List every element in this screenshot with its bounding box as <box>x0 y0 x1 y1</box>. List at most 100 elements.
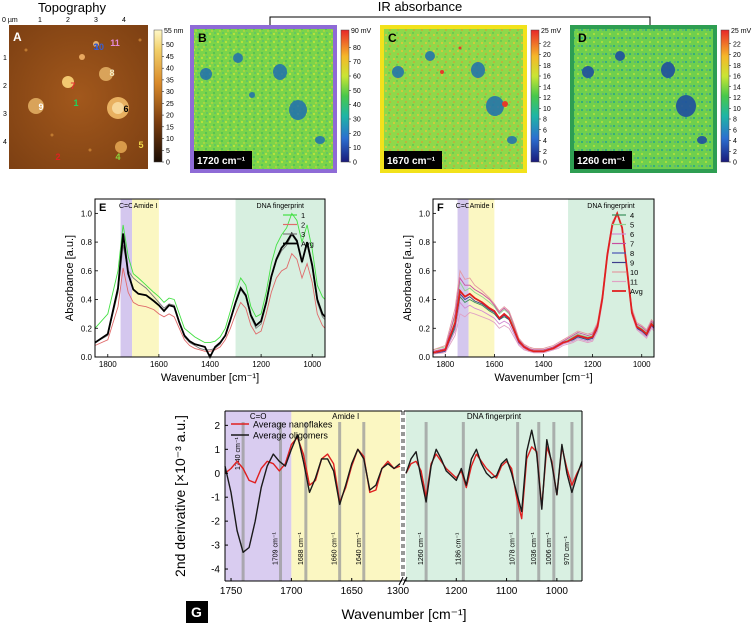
x-tick-label: 1200 <box>584 360 602 369</box>
colorbar-tick-label: 60 <box>353 74 361 81</box>
band-line-label: 1709 cm⁻¹ <box>273 531 280 565</box>
y-tick-label: 0.2 <box>81 324 93 333</box>
legend-label: 11 <box>630 278 638 287</box>
topography-point-label: 2 <box>55 152 60 162</box>
x-tick-label: 1700 <box>280 586 303 597</box>
topography-point-label: 6 <box>123 104 128 114</box>
x-tick-label: 1400 <box>201 360 219 369</box>
topo-y-ticks: 1 2 3 4 <box>3 55 7 146</box>
topography-point-label: 7 <box>70 81 75 91</box>
y-axis-label: 2nd derivative [×10⁻³ a.u.] <box>172 415 188 577</box>
legend-label: 2 <box>301 221 305 230</box>
legend-label: 6 <box>630 230 634 239</box>
series-line-left <box>224 436 401 503</box>
x-axis-label: Wavenumber [cm⁻¹] <box>341 606 466 622</box>
ir-map-C-hotspots <box>440 46 508 107</box>
colorbar-tick-label: 45 <box>166 54 174 61</box>
panel-letter-G: G <box>191 604 202 620</box>
colorbar-tick-label: 12 <box>543 95 551 102</box>
colorbar-tick-label: 20 <box>166 113 174 120</box>
band-line-label: 1036 cm⁻¹ <box>531 531 538 565</box>
topo-axis-zero: 0 µm <box>2 17 18 24</box>
band-line-label: 1660 cm⁻¹ <box>332 531 339 565</box>
ir-map-C-wavenumber: 1670 cm⁻¹ <box>387 156 436 167</box>
x-tick-label: 1400 <box>535 360 553 369</box>
y-axis-label: Absorbance [a.u.] <box>402 235 414 321</box>
colorbar-D-unit: 25 mV <box>731 28 752 35</box>
y-tick-label: 0.6 <box>81 267 93 276</box>
x-axis-label: Wavenumber [cm⁻¹] <box>494 372 592 384</box>
colorbar-tick-label: 25 <box>166 101 174 108</box>
x-tick-label: 1800 <box>99 360 117 369</box>
legend-label: 1 <box>301 211 305 220</box>
colorbar-tick-label: 20 <box>353 131 361 138</box>
band-line-label: 1078 cm⁻¹ <box>510 531 517 565</box>
y-tick-label: 1 <box>214 445 220 456</box>
x-tick-label: 1600 <box>150 360 168 369</box>
region-label: DNA fingerprint <box>467 412 522 421</box>
y-tick-label: 0.2 <box>419 324 431 333</box>
legend-label: 5 <box>630 221 634 230</box>
panel-letter-B: B <box>198 31 207 45</box>
y-tick-label: 0 <box>214 469 220 480</box>
y-tick-label: -4 <box>211 565 220 576</box>
panel-letter-C: C <box>388 31 397 45</box>
topography-point-label: 9 <box>38 102 43 112</box>
colorbar-tick-label: 12 <box>733 95 741 102</box>
x-tick-label: 1000 <box>633 360 651 369</box>
x-tick-label: 1100 <box>496 586 518 597</box>
legend-label: Average oligomers <box>253 431 328 441</box>
topography-title: Topography <box>38 0 106 15</box>
colorbar-tick-label: 0 <box>543 160 547 167</box>
y-tick-label: 0.6 <box>419 267 431 276</box>
y-tick-label: -2 <box>211 517 220 528</box>
y-tick-label: 0.8 <box>419 238 431 247</box>
colorbar-tick-label: 22 <box>543 41 551 48</box>
colorbar-tick-label: 50 <box>353 88 361 95</box>
legend-label: 10 <box>630 268 638 277</box>
region-label: DNA fingerprint <box>257 203 305 210</box>
ir-map-D-holes <box>582 51 707 144</box>
legend-label: Avg <box>301 240 314 249</box>
topo-x-ticks: 1 2 3 4 <box>38 17 126 24</box>
ir-map-D-label-bg <box>574 151 632 169</box>
colorbar-tick-label: 15 <box>166 124 174 131</box>
x-tick-label: 1000 <box>303 360 321 369</box>
band-line-label: 1688 cm⁻¹ <box>298 531 305 565</box>
colorbar-B <box>340 29 350 163</box>
colorbar-B-unit: 90 mV <box>351 28 372 35</box>
y-tick-label: -3 <box>211 541 220 552</box>
legend-label: 8 <box>630 249 634 258</box>
ir-map-C <box>384 29 523 169</box>
colorbar-tick-label: 6 <box>543 127 547 134</box>
colorbar-tick-label: 20 <box>543 52 551 59</box>
panel-letter-G-bg <box>186 601 208 623</box>
panel-letter-D: D <box>578 31 587 45</box>
band-line-label: 1640 cm⁻¹ <box>356 531 363 565</box>
topo-y-tick-label: 3 <box>3 111 7 118</box>
colorbar-tick-label: 2 <box>543 149 547 156</box>
ir-bracket <box>269 16 651 26</box>
x-tick-label: 1200 <box>445 586 468 597</box>
y-tick-label: 1.0 <box>81 209 93 218</box>
topo-y-tick-label: 1 <box>3 55 7 62</box>
legend-label: 3 <box>301 230 305 239</box>
colorbar-tick-label: 10 <box>353 145 361 152</box>
topo-y-tick-label: 2 <box>3 83 7 90</box>
colorbar-tick-label: 8 <box>543 117 547 124</box>
colorbar-tick-label: 10 <box>166 136 174 143</box>
band-line-label: 1006 cm⁻¹ <box>546 531 553 565</box>
region-label: C=O <box>119 203 134 210</box>
colorbar-tick-label: 18 <box>543 63 551 70</box>
colorbar-tick-label: 16 <box>543 74 551 81</box>
x-tick-label: 1750 <box>220 586 243 597</box>
region-band <box>132 199 159 357</box>
panel-letter: E <box>99 202 106 214</box>
y-tick-label: 0.0 <box>81 353 93 362</box>
colorbar-tick-label: 10 <box>733 106 741 113</box>
x-tick-label: 1650 <box>341 586 364 597</box>
